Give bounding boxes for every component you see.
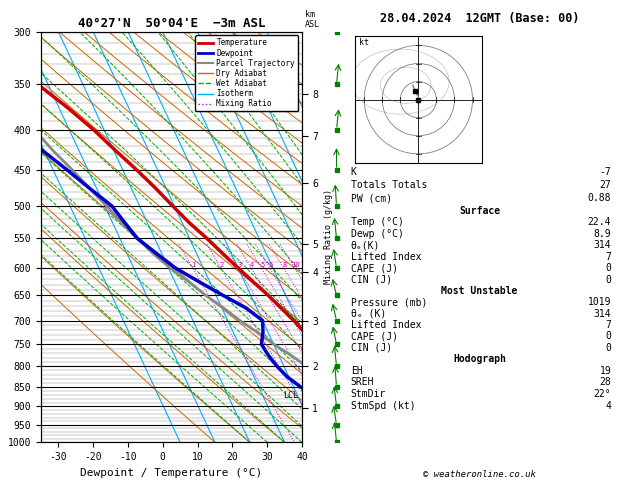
- Text: 22°: 22°: [594, 389, 611, 399]
- Text: EH: EH: [351, 366, 362, 376]
- Text: 19: 19: [599, 366, 611, 376]
- Text: CAPE (J): CAPE (J): [351, 331, 398, 341]
- Text: 1: 1: [192, 261, 196, 268]
- Text: CIN (J): CIN (J): [351, 275, 392, 285]
- Text: 314: 314: [594, 309, 611, 319]
- Text: 0: 0: [605, 331, 611, 341]
- Text: Totals Totals: Totals Totals: [351, 180, 427, 190]
- Text: 314: 314: [594, 240, 611, 250]
- Text: Lifted Index: Lifted Index: [351, 252, 421, 261]
- Text: 28.04.2024  12GMT (Base: 00): 28.04.2024 12GMT (Base: 00): [380, 12, 579, 25]
- Text: 4: 4: [605, 401, 611, 411]
- Text: 8: 8: [282, 261, 287, 268]
- Text: kt: kt: [359, 38, 369, 48]
- Text: SREH: SREH: [351, 378, 374, 387]
- Text: km
ASL: km ASL: [305, 11, 320, 29]
- Text: Most Unstable: Most Unstable: [442, 286, 518, 296]
- Text: θₑ (K): θₑ (K): [351, 309, 386, 319]
- Text: 27: 27: [599, 180, 611, 190]
- Text: 7: 7: [605, 320, 611, 330]
- Text: K: K: [351, 167, 357, 177]
- Text: 6: 6: [269, 261, 273, 268]
- Text: Dewp (°C): Dewp (°C): [351, 229, 404, 239]
- Text: PW (cm): PW (cm): [351, 193, 392, 204]
- Text: 10: 10: [291, 261, 300, 268]
- Text: Hodograph: Hodograph: [453, 354, 506, 364]
- Text: 2: 2: [220, 261, 224, 268]
- Text: Pressure (mb): Pressure (mb): [351, 297, 427, 307]
- Title: 40°27'N  50°04'E  −3m ASL: 40°27'N 50°04'E −3m ASL: [77, 17, 265, 31]
- Text: -7: -7: [599, 167, 611, 177]
- X-axis label: Dewpoint / Temperature (°C): Dewpoint / Temperature (°C): [81, 468, 262, 478]
- Text: 3: 3: [237, 261, 242, 268]
- Text: StmSpd (kt): StmSpd (kt): [351, 401, 416, 411]
- Text: CAPE (J): CAPE (J): [351, 263, 398, 273]
- Text: 22.4: 22.4: [587, 217, 611, 227]
- Text: 7: 7: [605, 252, 611, 261]
- Text: 0: 0: [605, 275, 611, 285]
- Text: 0.88: 0.88: [587, 193, 611, 204]
- Text: 0: 0: [605, 263, 611, 273]
- Text: Temp (°C): Temp (°C): [351, 217, 404, 227]
- Text: Mixing Ratio (g/kg): Mixing Ratio (g/kg): [323, 190, 333, 284]
- Text: Surface: Surface: [459, 206, 500, 216]
- Text: StmDir: StmDir: [351, 389, 386, 399]
- Text: 1019: 1019: [587, 297, 611, 307]
- Text: 28: 28: [599, 378, 611, 387]
- Text: CIN (J): CIN (J): [351, 343, 392, 353]
- Text: © weatheronline.co.uk: © weatheronline.co.uk: [423, 469, 536, 479]
- Y-axis label: hPa: hPa: [0, 228, 2, 246]
- Text: 5: 5: [260, 261, 264, 268]
- Text: θₑ(K): θₑ(K): [351, 240, 381, 250]
- Text: 8.9: 8.9: [594, 229, 611, 239]
- Text: Lifted Index: Lifted Index: [351, 320, 421, 330]
- Text: 0: 0: [605, 343, 611, 353]
- Text: LCL: LCL: [284, 391, 298, 400]
- Text: 4: 4: [250, 261, 254, 268]
- Legend: Temperature, Dewpoint, Parcel Trajectory, Dry Adiabat, Wet Adiabat, Isotherm, Mi: Temperature, Dewpoint, Parcel Trajectory…: [195, 35, 298, 111]
